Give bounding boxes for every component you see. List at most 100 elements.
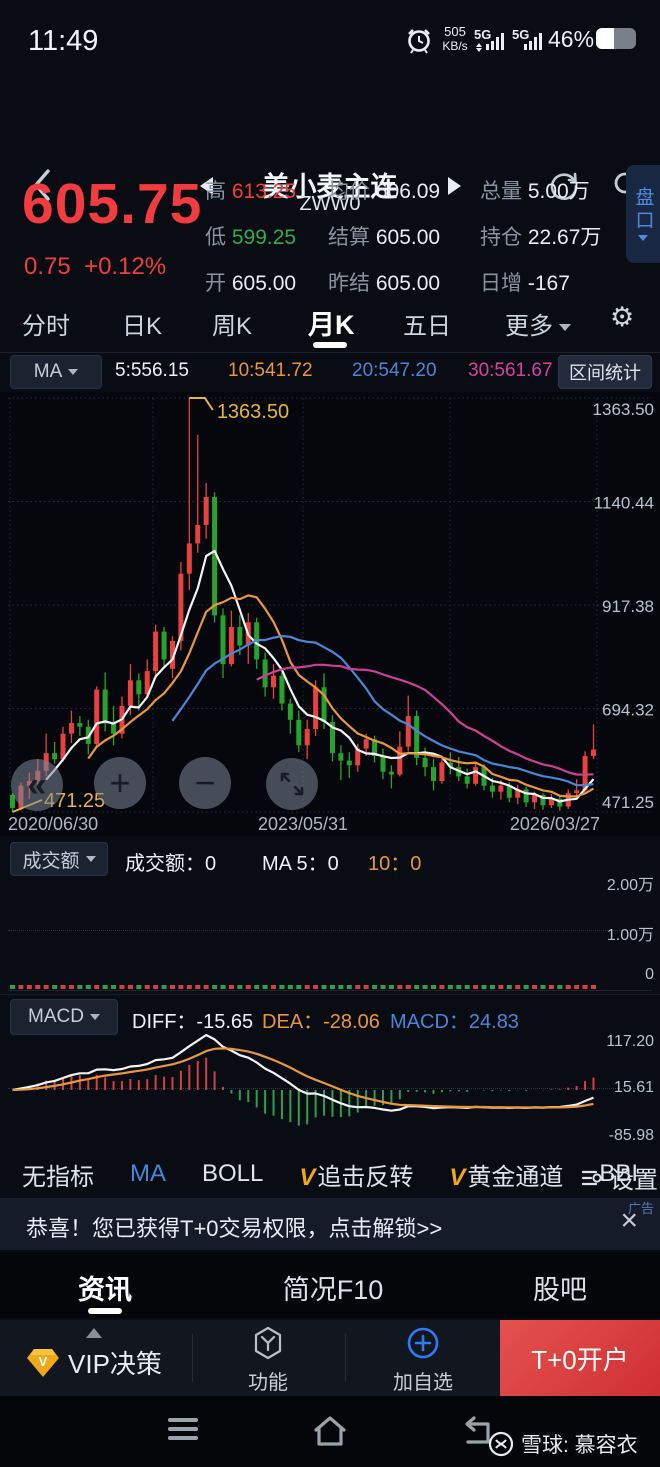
back-icon[interactable] [32,168,52,202]
price-axis-tick: 694.32 [602,701,654,720]
active-tab-underline [313,342,347,348]
indicator-item-黄金通道[interactable]: V黄金通道 [449,1163,564,1191]
period-tab-月K[interactable]: 月K [308,310,355,340]
more-tab[interactable]: 更多 [505,306,571,341]
battery-percent: 46% [548,26,595,52]
chevron-down-icon [89,1014,100,1020]
period-tab-bar: 分时 日K 周K 月K 五日 更多 ⚙ [0,290,660,353]
signal-bars-icon-1 [486,32,508,50]
turnover-ma10: 10：0 [368,853,422,875]
restore-zoom-button[interactable]: « [11,759,63,811]
prev-settle-value: 605.00 [375,272,441,295]
indicator-item-MA[interactable]: MA [130,1160,166,1187]
ad-banner[interactable]: 恭喜！您已获得T+0交易权限，点击解锁>> 广告 × [0,1198,660,1250]
price-axis-tick: 1140.44 [594,494,654,513]
ma5-value: 5:556.15 [115,360,189,381]
action-bar: V VIP决策 功能 加自选 T+0开户 [0,1320,660,1396]
vip-decision-button[interactable]: V VIP决策 [26,1344,162,1381]
filter-settings-icon [581,1170,602,1185]
high-label: 高 [205,180,226,203]
vip-v-icon: V [299,1163,316,1191]
watermark: 雪球: 慕容衣 [488,1429,638,1459]
next-instrument-icon[interactable] [448,177,461,200]
instrument-title: 美小麦主连 [262,172,398,202]
plus-icon: + [109,762,131,803]
ma20-value: 20:547.20 [352,360,437,381]
signal-5g-2: 5G [512,27,530,42]
open-label: 开 [205,272,226,295]
pankou-tab[interactable]: 盘口 [626,165,660,263]
settle-value: 605.00 [375,226,441,249]
price-chart-area[interactable]: 1363.50 471.25 1363.50 1140.44 917.38 694.32 4… [0,392,660,836]
price-chart-svg[interactable]: 1363.50471.251363.501140.44917.38694.324… [0,392,660,836]
range-statistics-button[interactable]: 区间统计 [558,355,652,389]
period-tab-周K[interactable]: 周K [212,313,253,340]
date-axis-tick: 2023/05/31 [258,814,348,834]
ma30-value: 30:561.67 [468,360,553,381]
indicator-item-追击反转[interactable]: V追击反转 [299,1163,414,1191]
macd-tick-0: -85.98 [608,1127,654,1144]
ma-selector[interactable]: MA [10,355,102,389]
refresh-icon[interactable] [548,170,580,202]
content-tab-股吧[interactable]: 股吧 [533,1275,587,1305]
vip-decision-label: VIP决策 [68,1349,162,1379]
volume-bars-svg[interactable] [0,982,660,994]
open-account-button[interactable]: T+0开户 [500,1320,660,1396]
add-plus-circle-icon [407,1327,439,1359]
period-tab-五日[interactable]: 五日 [403,313,451,340]
macd-dea-value: DEA：-28.06 [262,1011,380,1033]
macd-selector[interactable]: MACD [10,999,118,1035]
content-tab-简况F10[interactable]: 简况F10 [282,1275,384,1305]
indicator-item-无指标[interactable]: 无指标 [22,1163,94,1191]
pankou-label: 盘口 [632,187,654,233]
add-watchlist-button[interactable]: 加自选 [390,1326,456,1395]
price-axis-tick: 917.38 [602,597,654,616]
period-tab-分时[interactable]: 分时 [22,313,70,340]
chevron-down-icon [85,856,96,862]
content-tab-资讯[interactable]: 资讯 [78,1275,132,1305]
chart-settings-gear-icon[interactable]: ⚙ [610,302,635,332]
net-speed: 505 KB/s [442,24,468,54]
macd-chart-svg[interactable] [0,1029,660,1151]
fullscreen-button[interactable] [266,758,318,810]
back-nav-icon[interactable] [458,1416,494,1448]
home-icon[interactable] [312,1414,348,1448]
macd-grid-mid [8,1088,652,1089]
volume-tick-1: 1.00万 [606,927,654,944]
zoom-out-button[interactable]: − [179,757,231,809]
macd-macd-value: MACD：24.83 [390,1011,519,1033]
chevron-down-icon [68,369,79,375]
recent-apps-icon[interactable] [168,1418,198,1440]
macd-tick-2: 117.20 [606,1033,654,1050]
prev-instrument-icon[interactable] [200,177,213,200]
divider [192,1334,193,1382]
indicator-settings-button[interactable]: 设置 [580,1160,658,1195]
functions-hexagon-icon [254,1326,282,1360]
price-change-pct: +0.12% [84,253,167,280]
vip-v-icon: V [449,1163,466,1191]
ad-close-icon[interactable]: × [620,1204,638,1237]
vip-expand-arrow-icon[interactable] [86,1328,102,1338]
chevron-down-icon [559,324,571,332]
system-nav-bar: 雪球: 慕容衣 [0,1396,660,1467]
signal-bars-icon-2 [524,32,546,50]
prev-settle-label: 昨结 [328,272,370,295]
updown-arrows-icon [476,43,482,52]
indicator-item-BBI[interactable]: BBI [599,1160,639,1187]
avg-label: 均价 [328,180,370,203]
high-value: 613.25 [231,180,297,203]
date-axis-tick: 2020/06/30 [8,814,98,834]
low-value: 599.25 [231,226,297,249]
volume-selector[interactable]: 成交额 [10,842,108,876]
macd-tick-1: 15.61 [613,1079,654,1096]
double-chevron-left-icon: « [27,766,47,804]
ad-banner-text: 恭喜！您已获得T+0交易权限，点击解锁>> [26,1216,443,1241]
oi-change-value: -167 [527,272,570,295]
open-interest-label: 持仓 [480,226,522,249]
indicator-item-BOLL[interactable]: BOLL [202,1160,264,1187]
period-tab-日K[interactable]: 日K [122,313,163,340]
volume-value: 5.00万 [527,180,590,203]
last-price: 605.75 [22,172,203,236]
zoom-in-button[interactable]: + [94,757,146,809]
functions-button[interactable]: 功能 [238,1326,298,1395]
